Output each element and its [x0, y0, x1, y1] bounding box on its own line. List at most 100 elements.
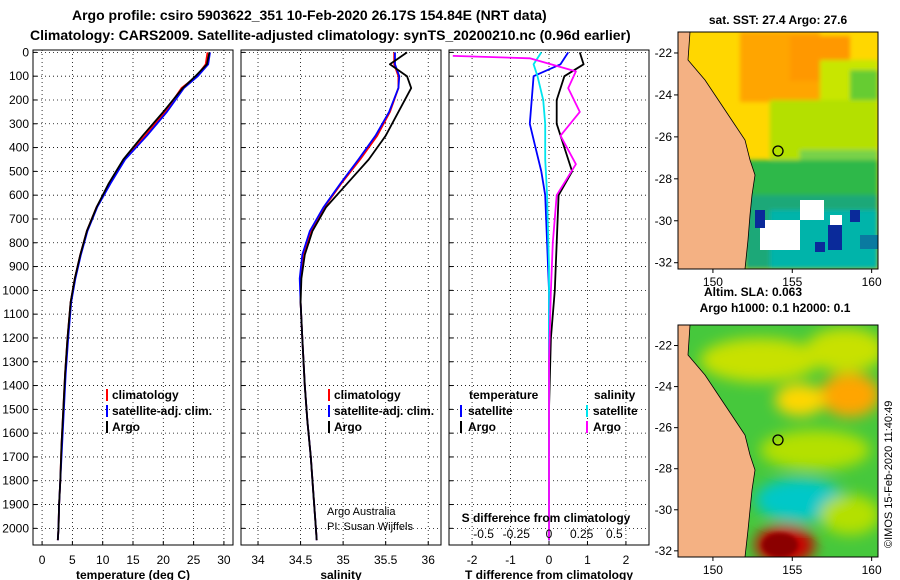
sst-map-title: sat. SST: 27.4 Argo: 27.6 [709, 13, 848, 27]
legend-label-t-argo: Argo [468, 420, 496, 434]
x-tick-label: 30 [217, 553, 231, 567]
legend-label-satellite: satellite-adj. clim. [334, 404, 434, 418]
depth-tick-label: 600 [9, 188, 29, 202]
depth-tick-label: 1100 [3, 307, 29, 321]
legend-label-s-argo: Argo [593, 420, 621, 434]
legend-header-salinity: salinity [594, 388, 636, 402]
series-line-satellite-adj-clim- [56, 52, 211, 541]
depth-tick-label: 1900 [2, 498, 29, 512]
lat-tick-label: -22 [655, 46, 673, 60]
depth-tick-label: 1400 [2, 379, 29, 393]
depth-tick-label: 800 [9, 236, 29, 250]
x-tick-label: 15 [126, 553, 140, 567]
salinity-panel: 34 34.5 35 35.5 36 [241, 50, 441, 567]
s-diff-tick-label: 0 [546, 527, 553, 541]
depth-axis-labels: 0 100 200 300 400 500 600 700 800 900 1000 1100 1200… [2, 45, 29, 535]
sla-map-title-2: Argo h1000: 0.1 h2000: 0.1 [700, 301, 851, 315]
lon-tick-label: 160 [862, 563, 882, 577]
difference-panel: -2 -1 0 1 2 [449, 50, 649, 567]
x-tick-label: 25 [187, 553, 201, 567]
legend-label-climatology: climatology [112, 388, 179, 402]
depth-tick-label: 2000 [2, 521, 29, 535]
series-group [56, 52, 211, 541]
coastline [678, 325, 756, 557]
float-position-marker [772, 145, 784, 157]
x-tick-label: 1 [584, 553, 591, 567]
figure-title-line1: Argo profile: csiro 5903622_351 10-Feb-2… [72, 7, 547, 23]
figure-title-line2: Climatology: CARS2009. Satellite-adjuste… [30, 27, 631, 43]
s-diff-tick-label: 0.25 [570, 527, 594, 541]
float-position-marker [772, 434, 784, 446]
series-line-t-argo [548, 52, 585, 541]
depth-tick-label: 100 [9, 69, 29, 83]
x-tick-label: 0 [546, 553, 553, 567]
temperature-legend: climatology satellite-adj. clim. Argo [106, 388, 212, 434]
lat-tick-label: -22 [655, 339, 673, 353]
t-difference-axis-label: T difference from climatology [465, 568, 633, 580]
x-tick-label: -1 [505, 553, 516, 567]
legend-label-argo: Argo [112, 420, 140, 434]
depth-tick-label: 1800 [2, 474, 29, 488]
depth-tick-label: 1500 [2, 402, 29, 416]
lat-tick-label: -30 [655, 503, 673, 517]
temperature-axis-label: temperature (deg C) [76, 568, 190, 580]
lon-tick-label: 150 [703, 275, 723, 289]
series-line-s-satellite [532, 51, 550, 541]
sla-map [678, 325, 878, 557]
legend-label-argo: Argo [334, 420, 362, 434]
x-tick-label: 0 [39, 553, 46, 567]
depth-tick-label: 900 [9, 260, 29, 274]
depth-tick-label: 400 [9, 141, 29, 155]
lat-tick-label: -32 [655, 256, 673, 270]
credit-pi: PI: Susan Wijffels [327, 521, 413, 533]
series-line-argo [56, 52, 211, 541]
s-difference-axis-label: S difference from climatology [462, 511, 631, 525]
salinity-legend: climatology satellite-adj. clim. Argo Ar… [327, 388, 434, 533]
lon-tick-label: 155 [782, 275, 802, 289]
sla-map-axes: -22 -24 -26 -28 -30 -32 150 155 160 [655, 339, 882, 577]
lat-tick-label: -28 [655, 172, 673, 186]
legend-label-s-satellite: satellite [593, 404, 638, 418]
lat-tick-label: -32 [655, 544, 673, 558]
difference-legend: temperature salinity satellite Argo sate… [460, 388, 638, 434]
imos-credit: ©IMOS 15-Feb-2020 11:40:49 [883, 401, 895, 548]
lat-tick-label: -24 [655, 88, 673, 102]
legend-label-t-satellite: satellite [468, 404, 513, 418]
sla-map-frame [677, 324, 879, 558]
lon-tick-label: 155 [782, 563, 802, 577]
s-diff-tick-label: -0.25 [503, 527, 531, 541]
coastline [678, 32, 756, 269]
lon-tick-label: 160 [862, 275, 882, 289]
lat-tick-label: -30 [655, 214, 673, 228]
series-line-climatology [299, 52, 400, 541]
depth-tick-label: 500 [9, 164, 29, 178]
x-tick-label: 34 [251, 553, 265, 567]
depth-tick-label: 1600 [2, 426, 29, 440]
depth-tick-label: 200 [9, 93, 29, 107]
salinity-axis-label: salinity [320, 568, 362, 580]
depth-tick-label: 1700 [2, 450, 29, 464]
x-tick-label: 35.5 [374, 553, 398, 567]
temperature-panel: 0 5 10 15 20 25 30 [33, 50, 233, 567]
sst-map-axes: -22 -24 -26 -28 -30 -32 150 155 160 [655, 46, 882, 289]
sst-map [678, 32, 878, 269]
x-tick-label: 35 [336, 553, 350, 567]
x-tick-label: 2 [623, 553, 630, 567]
legend-header-temperature: temperature [469, 388, 539, 402]
depth-tick-label: 700 [9, 212, 29, 226]
series-line-satellite-adj-clim- [298, 52, 401, 541]
x-tick-label: 20 [157, 553, 171, 567]
legend-label-satellite: satellite-adj. clim. [112, 404, 212, 418]
depth-tick-label: 1300 [2, 355, 29, 369]
depth-tick-label: 1200 [2, 331, 29, 345]
series-line-climatology [56, 52, 209, 541]
legend-label-climatology: climatology [334, 388, 401, 402]
depth-tick-label: 300 [9, 117, 29, 131]
depth-tick-label: 0 [22, 45, 29, 59]
sst-map-frame [677, 31, 879, 270]
lat-tick-label: -28 [655, 462, 673, 476]
s-diff-tick-label: 0.5 [606, 527, 623, 541]
series-group [452, 51, 585, 541]
sla-map-title-1: Altim. SLA: 0.063 [704, 285, 802, 299]
